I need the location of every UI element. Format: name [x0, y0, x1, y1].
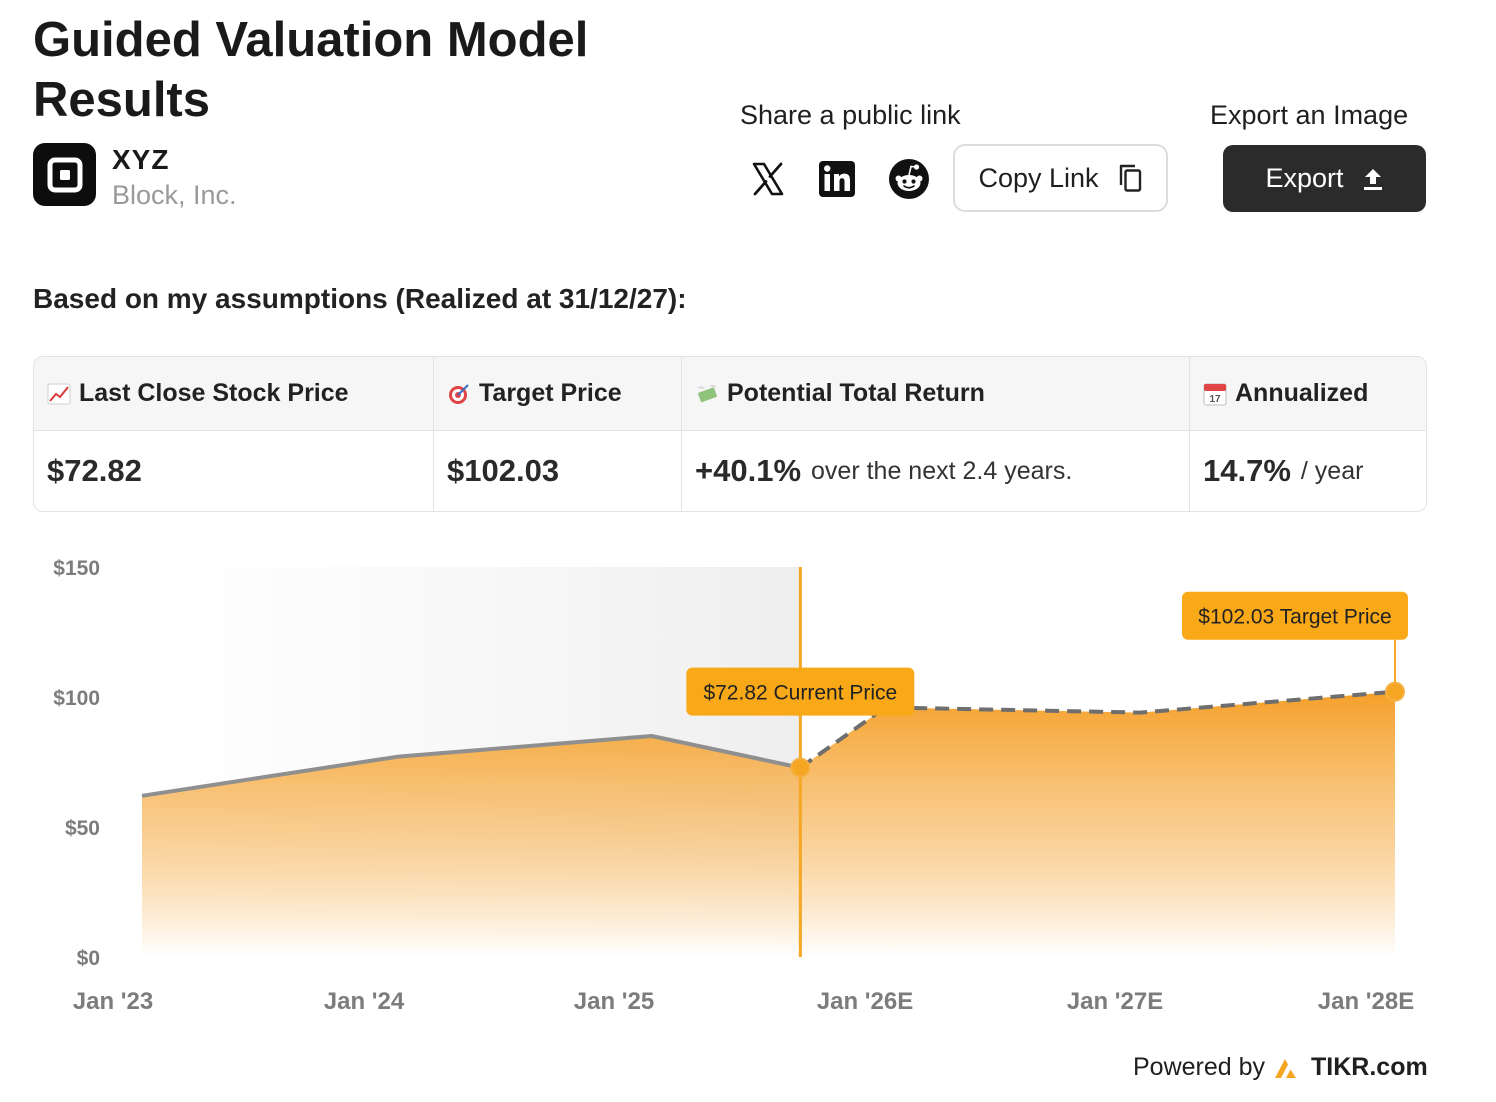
last-close-value: $72.82 — [34, 431, 434, 511]
copy-link-label: Copy Link — [978, 162, 1099, 193]
annotation-label: $72.82 Current Price — [703, 682, 897, 705]
reddit-icon — [889, 159, 929, 199]
svg-text:17: 17 — [1209, 394, 1221, 405]
assumptions-text: Based on my assumptions (Realized at 31/… — [33, 283, 687, 314]
header-return: Potential Total Return — [682, 357, 1190, 431]
upload-icon — [1363, 168, 1382, 190]
header-return-label: Potential Total Return — [727, 379, 985, 407]
annualized-cell: 14.7% / year — [1190, 431, 1426, 511]
x-tick-label: Jan '27E — [1067, 988, 1163, 1015]
annotation-point — [1385, 681, 1405, 702]
powered-by-label: Powered by — [1133, 1053, 1266, 1081]
results-table: Last Close Stock Price Target Price Pote… — [33, 356, 1427, 512]
return-cell: +40.1% over the next 2.4 years. — [682, 431, 1190, 511]
calendar-icon: 17 — [1203, 383, 1227, 405]
y-tick-label: $50 — [65, 817, 100, 840]
export-button[interactable]: Export — [1223, 145, 1426, 212]
copy-link-button[interactable]: Copy Link — [953, 144, 1168, 212]
target-value: $102.03 — [434, 431, 682, 511]
company-logo — [33, 143, 96, 206]
annualized-value: 14.7% — [1203, 453, 1291, 488]
annotation-label: $102.03 Target Price — [1198, 606, 1391, 629]
share-label: Share a public link — [740, 100, 961, 130]
x-tick-label: Jan '26E — [817, 988, 913, 1015]
header-annualized: 17 Annualized — [1190, 357, 1426, 431]
tikr-logo-icon — [1275, 1058, 1297, 1078]
y-tick-label: $100 — [53, 687, 100, 710]
header-annualized-label: Annualized — [1235, 379, 1369, 407]
header-last-close: Last Close Stock Price — [34, 357, 434, 431]
y-tick-label: $0 — [77, 947, 100, 970]
price-chart: $150 $100 $50 $0 $72.82 Current Price $102.0… — [53, 557, 1414, 1015]
header-target: Target Price — [434, 357, 682, 431]
share-x-button[interactable] — [747, 158, 789, 200]
company-name: Block, Inc. — [112, 180, 237, 210]
x-tick-label: Jan '28E — [1318, 988, 1414, 1015]
return-suffix: over the next 2.4 years. — [811, 456, 1073, 485]
annotation-box — [1182, 591, 1408, 640]
x-tick-label: Jan '23 — [73, 988, 153, 1015]
header-last-close-label: Last Close Stock Price — [79, 379, 349, 407]
annotation-box — [686, 667, 915, 716]
ticker-symbol: XYZ — [112, 144, 170, 175]
share-linkedin-button[interactable] — [816, 158, 858, 200]
powered-by-brand[interactable]: TIKR.com — [1311, 1053, 1428, 1081]
page-title: Guided Valuation Model Results — [33, 13, 589, 127]
y-tick-label: $150 — [53, 557, 100, 580]
block-logo-icon — [47, 157, 82, 192]
linkedin-icon — [819, 161, 855, 197]
historical-price-line — [141, 734, 801, 798]
price-area-fill — [142, 691, 1395, 957]
return-value: +40.1% — [695, 453, 802, 488]
chart-increasing-icon — [47, 383, 71, 404]
powered-by: Powered by TIKR.com — [1133, 1053, 1428, 1082]
copy-icon — [1119, 164, 1141, 192]
target-icon — [449, 383, 469, 404]
header-target-label: Target Price — [479, 379, 622, 407]
x-tick-label: Jan '24 — [324, 988, 405, 1015]
x-tick-label: Jan '25 — [574, 988, 654, 1015]
export-label: Export an Image — [1210, 100, 1409, 130]
annualized-suffix: / year — [1300, 456, 1364, 485]
share-reddit-button[interactable] — [888, 158, 930, 200]
export-button-label: Export — [1265, 163, 1344, 193]
forecast-price-line — [799, 689, 1396, 770]
x-icon — [752, 162, 784, 196]
annotation-point — [790, 757, 811, 778]
money-with-wings-icon — [697, 384, 717, 402]
